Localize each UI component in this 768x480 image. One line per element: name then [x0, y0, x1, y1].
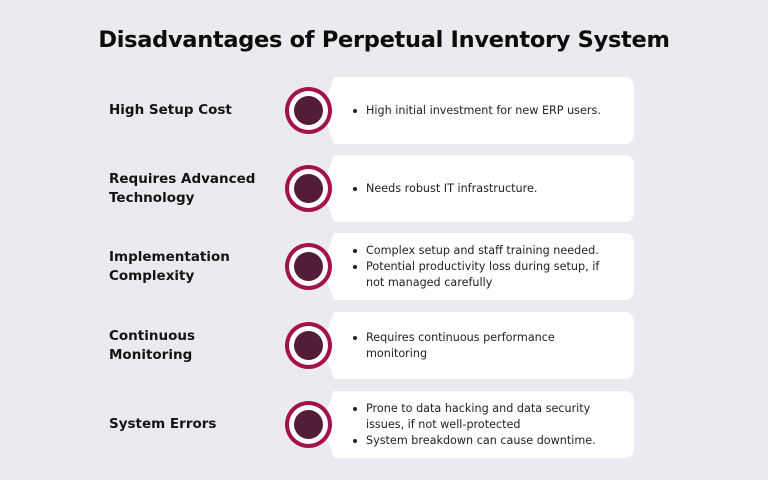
item-label: Requires Advanced Technology — [109, 170, 256, 206]
circle-marker-icon — [285, 87, 332, 134]
bullet-text: High initial investment for new ERP user… — [352, 103, 614, 119]
item-row: System Errors Prone to data hacking and … — [0, 391, 768, 458]
item-card: High initial investment for new ERP user… — [322, 77, 634, 144]
bullet-text: Potential productivity loss during setup… — [352, 259, 614, 291]
item-row: High Setup Cost High initial investment … — [0, 77, 768, 144]
item-card: Prone to data hacking and data security … — [322, 391, 634, 458]
item-label: Continuous Monitoring — [109, 327, 196, 363]
item-label: High Setup Cost — [109, 102, 232, 118]
item-card: Requires continuous performance monitori… — [322, 312, 634, 379]
item-row: Implementation Complexity Complex setup … — [0, 233, 768, 300]
circle-marker-icon — [285, 401, 332, 448]
item-row: Requires Advanced Technology Needs robus… — [0, 155, 768, 222]
item-label: Implementation Complexity — [109, 248, 230, 284]
bullet-text: Needs robust IT infrastructure. — [352, 181, 614, 197]
item-row: Continuous Monitoring Requires continuou… — [0, 312, 768, 379]
circle-marker-icon — [285, 322, 332, 369]
item-card: Needs robust IT infrastructure. — [322, 155, 634, 222]
circle-marker-icon — [285, 243, 332, 290]
item-label: System Errors — [109, 416, 217, 432]
bullet-text: Requires continuous performance monitori… — [352, 330, 614, 362]
page-title: Disadvantages of Perpetual Inventory Sys… — [98, 27, 670, 53]
circle-marker-icon — [285, 165, 332, 212]
bullet-text: Complex setup and staff training needed. — [352, 243, 614, 259]
item-card: Complex setup and staff training needed.… — [322, 233, 634, 300]
bullet-text: Prone to data hacking and data security … — [352, 401, 614, 433]
bullet-text: System breakdown can cause downtime. — [352, 433, 614, 449]
